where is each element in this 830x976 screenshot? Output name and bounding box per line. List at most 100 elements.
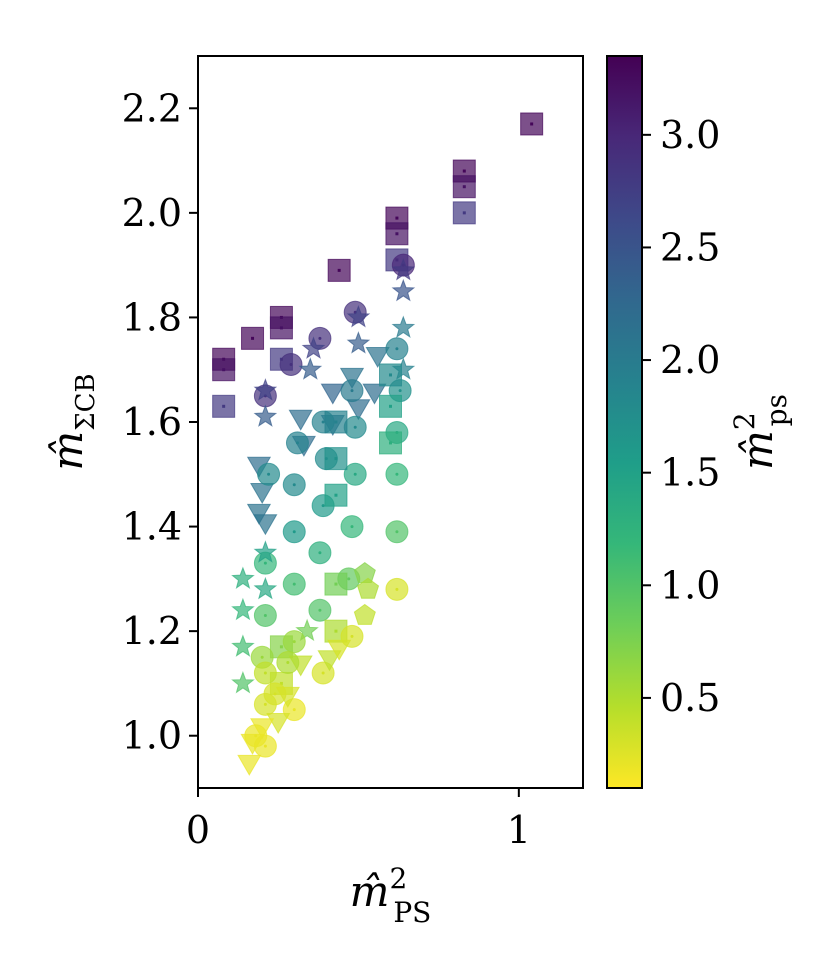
x-tick-label: 0: [186, 808, 210, 852]
marker-center: [263, 702, 267, 706]
data-point-pentagon: [353, 561, 376, 583]
marker-center: [321, 420, 325, 424]
marker-center: [530, 122, 534, 126]
y-axis-label-base: m̂: [43, 431, 92, 471]
marker-center: [263, 744, 267, 748]
colorbar-tick-label: 2.0: [660, 338, 720, 382]
data-point-triangle: [365, 347, 390, 369]
marker-center: [286, 661, 290, 665]
marker-center: [292, 483, 296, 487]
marker-center: [273, 692, 277, 696]
marker-center: [395, 587, 399, 591]
colorbar-tick-label: 3.0: [660, 113, 720, 157]
y-tick-label: 2.0: [122, 191, 182, 235]
colorbar-tick-label: 1.0: [660, 563, 720, 607]
data-point-star: [391, 257, 416, 281]
colorbar-label-base: m̂: [733, 430, 782, 470]
marker-center: [389, 373, 392, 377]
marker-center: [292, 708, 296, 712]
data-point-triangle: [253, 514, 278, 536]
data-point-star: [253, 540, 278, 563]
marker-center: [462, 169, 466, 173]
marker-center: [334, 493, 338, 497]
scatter-points: [212, 112, 544, 776]
data-point-triangle: [327, 639, 352, 661]
marker-center: [350, 634, 354, 638]
marker-center: [289, 362, 293, 366]
x-axis-label: m̂2 PS: [350, 862, 432, 929]
marker-center: [350, 389, 354, 393]
y-tick-label: 1.4: [122, 505, 182, 549]
marker-center: [321, 504, 325, 508]
marker-center: [292, 582, 296, 586]
colorbar-tick-label: 2.5: [660, 225, 720, 269]
data-point-triangle: [339, 367, 365, 389]
marker-center: [222, 404, 226, 408]
colorbar-label-sub: ps: [760, 394, 793, 426]
marker-center: [462, 185, 466, 189]
y-axis-label-sub: ΣCB: [71, 373, 101, 430]
colorbar: [606, 55, 643, 789]
marker-center: [318, 336, 322, 340]
data-point-star: [391, 315, 416, 338]
marker-center: [292, 640, 296, 644]
y-tick-label: 1.6: [122, 400, 182, 444]
y-tick-label: 1.0: [122, 714, 182, 758]
data-point-triangle: [317, 650, 342, 672]
colorbar-label: m̂2ps: [728, 394, 793, 470]
data-point-star: [391, 278, 416, 302]
marker-center: [350, 525, 354, 529]
colorbar-tick-label: 0.5: [660, 676, 720, 720]
marker-center: [267, 472, 271, 476]
marker-center: [318, 551, 322, 555]
data-point-star: [231, 597, 255, 621]
data-point-triangle: [250, 483, 275, 505]
data-point-pentagon: [353, 603, 376, 625]
marker-center: [389, 404, 392, 408]
marker-center: [279, 681, 283, 685]
colorbar-label-sup: 2: [728, 412, 761, 430]
marker-center: [292, 530, 296, 534]
data-point-star: [295, 618, 319, 642]
data-point-star: [346, 304, 371, 328]
marker-center: [395, 530, 399, 534]
y-tick-label: 1.2: [122, 609, 182, 653]
marker-center: [334, 420, 338, 424]
marker-center: [395, 216, 399, 220]
data-point-triangle: [237, 754, 262, 776]
marker-center: [395, 472, 399, 476]
marker-center: [353, 425, 357, 429]
marker-center: [318, 608, 322, 612]
y-axis-label: m̂ΣCB: [43, 373, 101, 470]
marker-center: [263, 671, 267, 675]
marker-center: [260, 655, 264, 659]
y-tick-label: 1.8: [122, 295, 182, 339]
data-point-star: [231, 634, 255, 657]
data-point-pentagon: [357, 577, 380, 599]
data-point-star: [346, 331, 371, 354]
data-point-star: [253, 576, 278, 600]
data-point-triangle: [320, 383, 345, 405]
data-point-star: [298, 357, 323, 380]
x-axis-label-sub: PS: [393, 896, 431, 929]
y-tick-label: 2.2: [122, 86, 182, 130]
marker-center: [321, 671, 325, 675]
marker-center: [389, 441, 392, 445]
marker-center: [295, 441, 299, 445]
marker-center: [222, 368, 226, 372]
data-point-triangle: [288, 409, 313, 431]
marker-center: [263, 613, 267, 617]
marker-center: [263, 561, 267, 565]
marker-center: [395, 347, 399, 351]
marker-center: [279, 326, 283, 330]
colorbar-tick-label: 1.5: [660, 451, 720, 495]
x-tick-label: 1: [507, 808, 531, 852]
marker-center: [398, 389, 402, 393]
marker-center: [334, 457, 338, 461]
marker-center: [251, 336, 255, 340]
marker-center: [337, 268, 341, 272]
marker-center: [347, 577, 351, 581]
x-axis-label-sup: 2: [389, 862, 407, 895]
